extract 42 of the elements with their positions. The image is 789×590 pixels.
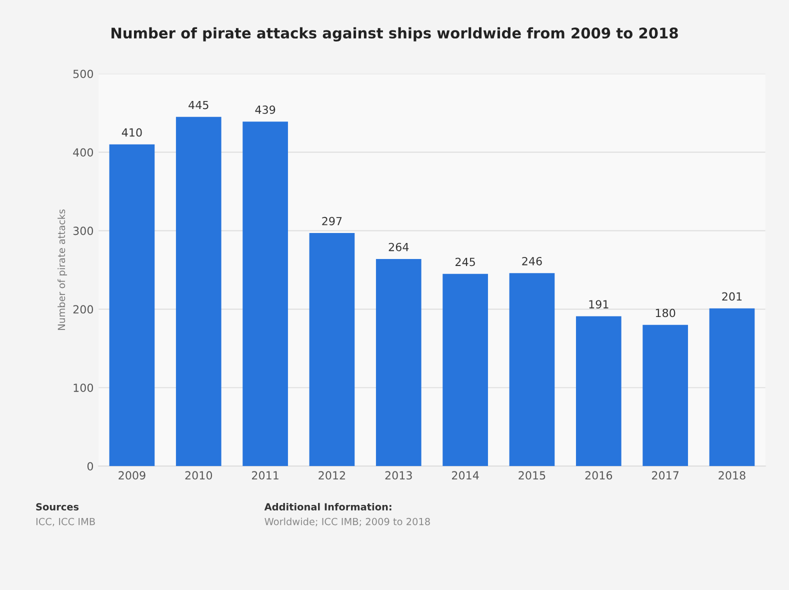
bar (509, 273, 555, 466)
bar (109, 144, 155, 466)
text: Worldwide; ICC IMB; 2009 to 2018 (264, 518, 430, 526)
data-label: 439 (255, 106, 276, 114)
x-tick-label: 2018 (718, 471, 746, 480)
data-label: 201 (722, 292, 742, 301)
data-label: 297 (322, 216, 342, 226)
x-tick-label: 2011 (252, 471, 278, 480)
chart-title: Number of pirate attacks against ships worldwide from 2009 to 2018 (112, 27, 678, 42)
bar (309, 233, 355, 466)
x-tick-label: 2009 (118, 471, 146, 480)
bar (442, 274, 488, 466)
bar (642, 324, 688, 466)
y-tick-label: 0 (87, 462, 94, 470)
x-tick-label: 2013 (385, 471, 412, 480)
x-tick-label: 2010 (185, 471, 212, 480)
y-tick-label: 100 (74, 384, 94, 392)
text: Additional Information: (264, 502, 392, 510)
bar (709, 308, 755, 466)
bar (176, 116, 222, 466)
x-tick-label: 2017 (652, 471, 679, 480)
x-tick-label: 2015 (518, 471, 546, 480)
data-label: 410 (122, 128, 142, 137)
y-tick-label: 200 (73, 305, 94, 314)
y-tick-label: 500 (73, 70, 94, 78)
bar (576, 316, 622, 466)
bar (376, 258, 422, 466)
data-label: 180 (656, 308, 676, 318)
text: ICC, ICC IMB (36, 518, 95, 526)
y-tick-label: 300 (73, 226, 94, 236)
data-label: 245 (456, 258, 475, 266)
data-label: 191 (589, 300, 608, 309)
data-label: 264 (388, 242, 409, 252)
data-label: 445 (188, 100, 208, 110)
x-tick-label: 2016 (585, 471, 612, 480)
bar (242, 122, 288, 466)
y-axis-title: Number of pirate attacks (58, 209, 67, 330)
data-label: 246 (522, 256, 542, 266)
y-tick-label: 400 (73, 148, 94, 157)
x-tick-label: 2012 (318, 471, 345, 480)
x-tick-label: 2014 (452, 471, 479, 480)
text: Sources (36, 503, 79, 510)
